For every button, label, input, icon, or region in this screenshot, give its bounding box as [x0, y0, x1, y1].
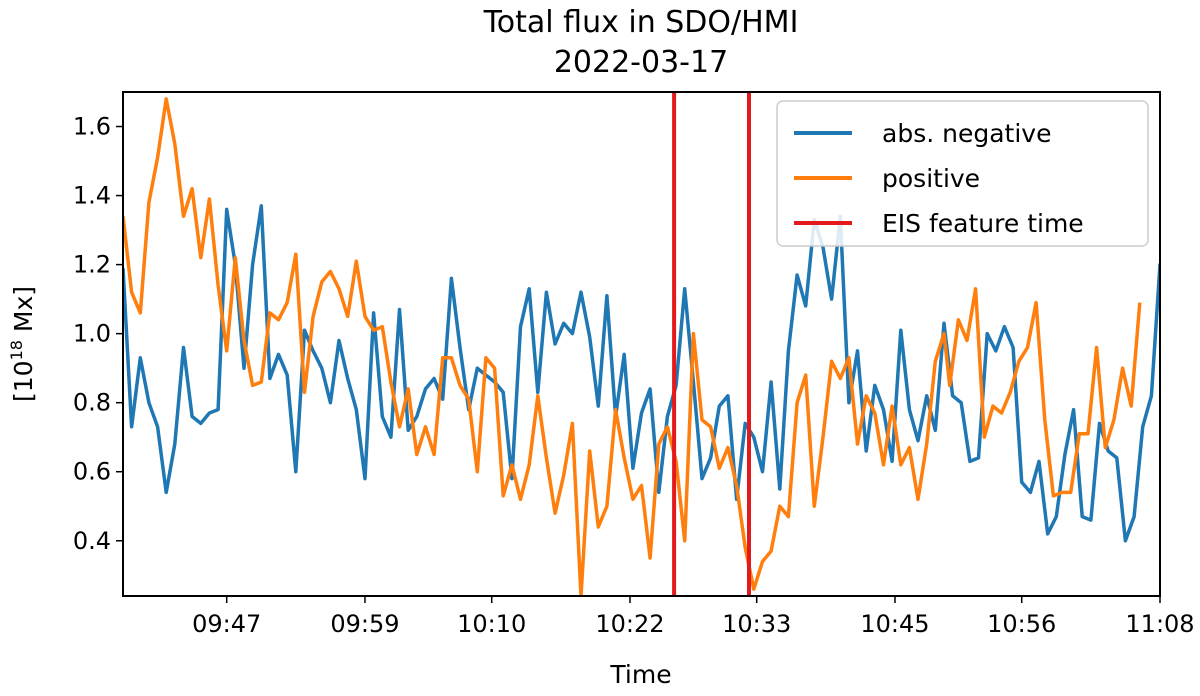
plot-frame	[122, 91, 1161, 597]
x-tick-label: 10:56	[987, 610, 1056, 638]
y-axis-label-base: [10	[9, 360, 38, 402]
x-tick-label: 11:08	[1125, 610, 1194, 638]
x-tick-label: 10:22	[595, 610, 664, 638]
x-tick-label: 10:33	[722, 610, 791, 638]
y-axis-label-unit: Mx]	[9, 286, 38, 340]
x-tick-label: 09:59	[330, 610, 399, 638]
plot-area	[123, 92, 1160, 596]
y-tick-label: 1.6	[73, 113, 111, 141]
y-axis-label-exponent: 18	[7, 340, 26, 360]
chart-subtitle: 2022-03-17	[554, 45, 728, 80]
y-axis-label: [1018 Mx]	[7, 286, 38, 402]
y-tick-label: 0.4	[73, 527, 111, 555]
y-tick-label: 1.0	[73, 320, 111, 348]
x-axis: 09:47 09:59 10:10 10:22 10:33 10:45 10:56 11:08	[192, 596, 1195, 638]
y-tick-label: 1.2	[73, 251, 111, 279]
y-tick-label: 1.4	[73, 182, 111, 210]
y-axis: 0.4 0.6 0.8 1.0 1.2 1.4 1.6	[73, 113, 123, 555]
series-line-0	[123, 204, 1160, 543]
x-tick-label: 09:47	[192, 610, 261, 638]
legend-label: positive	[882, 164, 980, 193]
legend-label: EIS feature time	[882, 209, 1084, 238]
legend-label: abs. negative	[882, 119, 1051, 148]
series-line-1	[123, 97, 1142, 596]
y-tick-label: 0.8	[73, 389, 111, 417]
y-tick-label: 0.6	[73, 458, 111, 486]
chart-title: Total flux in SDO/HMI	[483, 5, 799, 40]
x-axis-label: Time	[609, 660, 671, 689]
legend: abs. negative positive EIS feature time	[776, 100, 1149, 247]
legend-box	[776, 100, 1149, 247]
x-tick-label: 10:10	[457, 610, 526, 638]
x-tick-label: 10:45	[860, 610, 929, 638]
